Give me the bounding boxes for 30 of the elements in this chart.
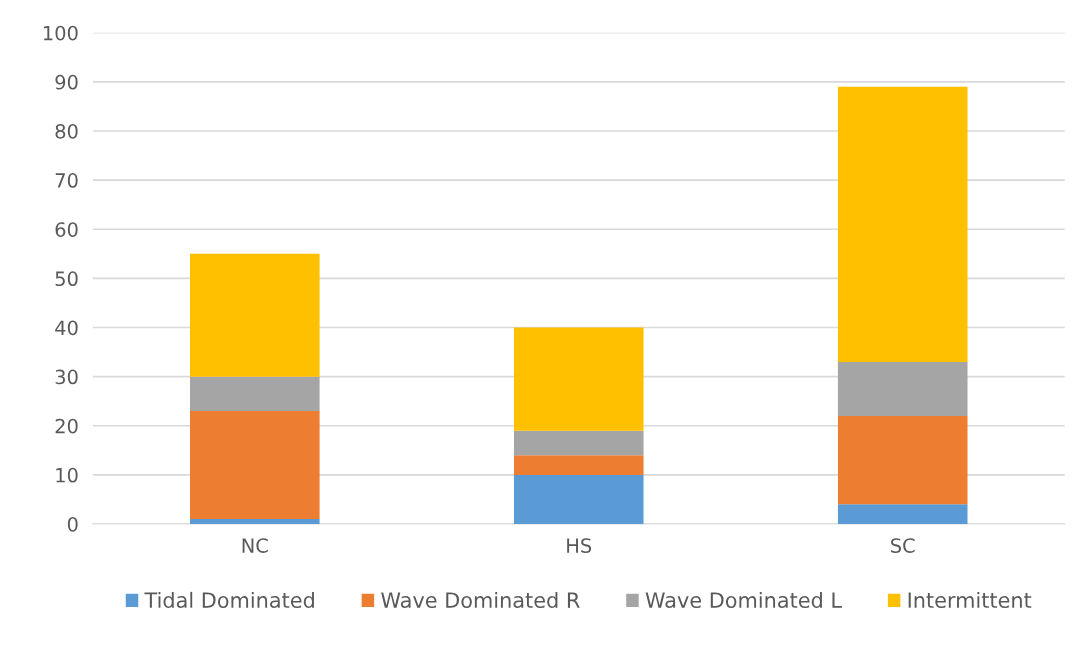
bar [513, 455, 644, 475]
y-tick-label: 40 [55, 320, 78, 336]
bar [513, 430, 644, 456]
bar [513, 474, 644, 524]
x-tick-label: SC [891, 538, 915, 553]
bar [513, 327, 644, 431]
y-tick-label: 20 [55, 418, 78, 434]
bar [837, 504, 968, 524]
legend-label: Intermittent [908, 591, 1032, 608]
y-tick-label: 10 [56, 467, 78, 483]
legend-label: Wave Dominated L [645, 591, 842, 608]
bar [190, 253, 320, 377]
y-tick-label: 90 [55, 74, 78, 90]
y-tick-label: 100 [43, 25, 78, 41]
bar [837, 415, 968, 505]
bar [190, 411, 320, 520]
y-tick-label: 30 [55, 369, 78, 385]
y-tick-label: 70 [55, 173, 78, 188]
x-tick-label: NC [242, 538, 268, 553]
bar [190, 376, 320, 412]
x-tick-label: HS [567, 538, 592, 553]
bar [837, 86, 968, 362]
y-tick-label: 50 [55, 271, 78, 287]
bar [837, 361, 968, 416]
legend-label: Tidal Dominated [144, 591, 314, 608]
y-tick-label: 0 [67, 516, 78, 532]
y-tick-label: 80 [55, 123, 78, 139]
bar [190, 519, 320, 524]
legend-label: Wave Dominated R [381, 591, 580, 608]
y-tick-label: 60 [55, 222, 78, 237]
